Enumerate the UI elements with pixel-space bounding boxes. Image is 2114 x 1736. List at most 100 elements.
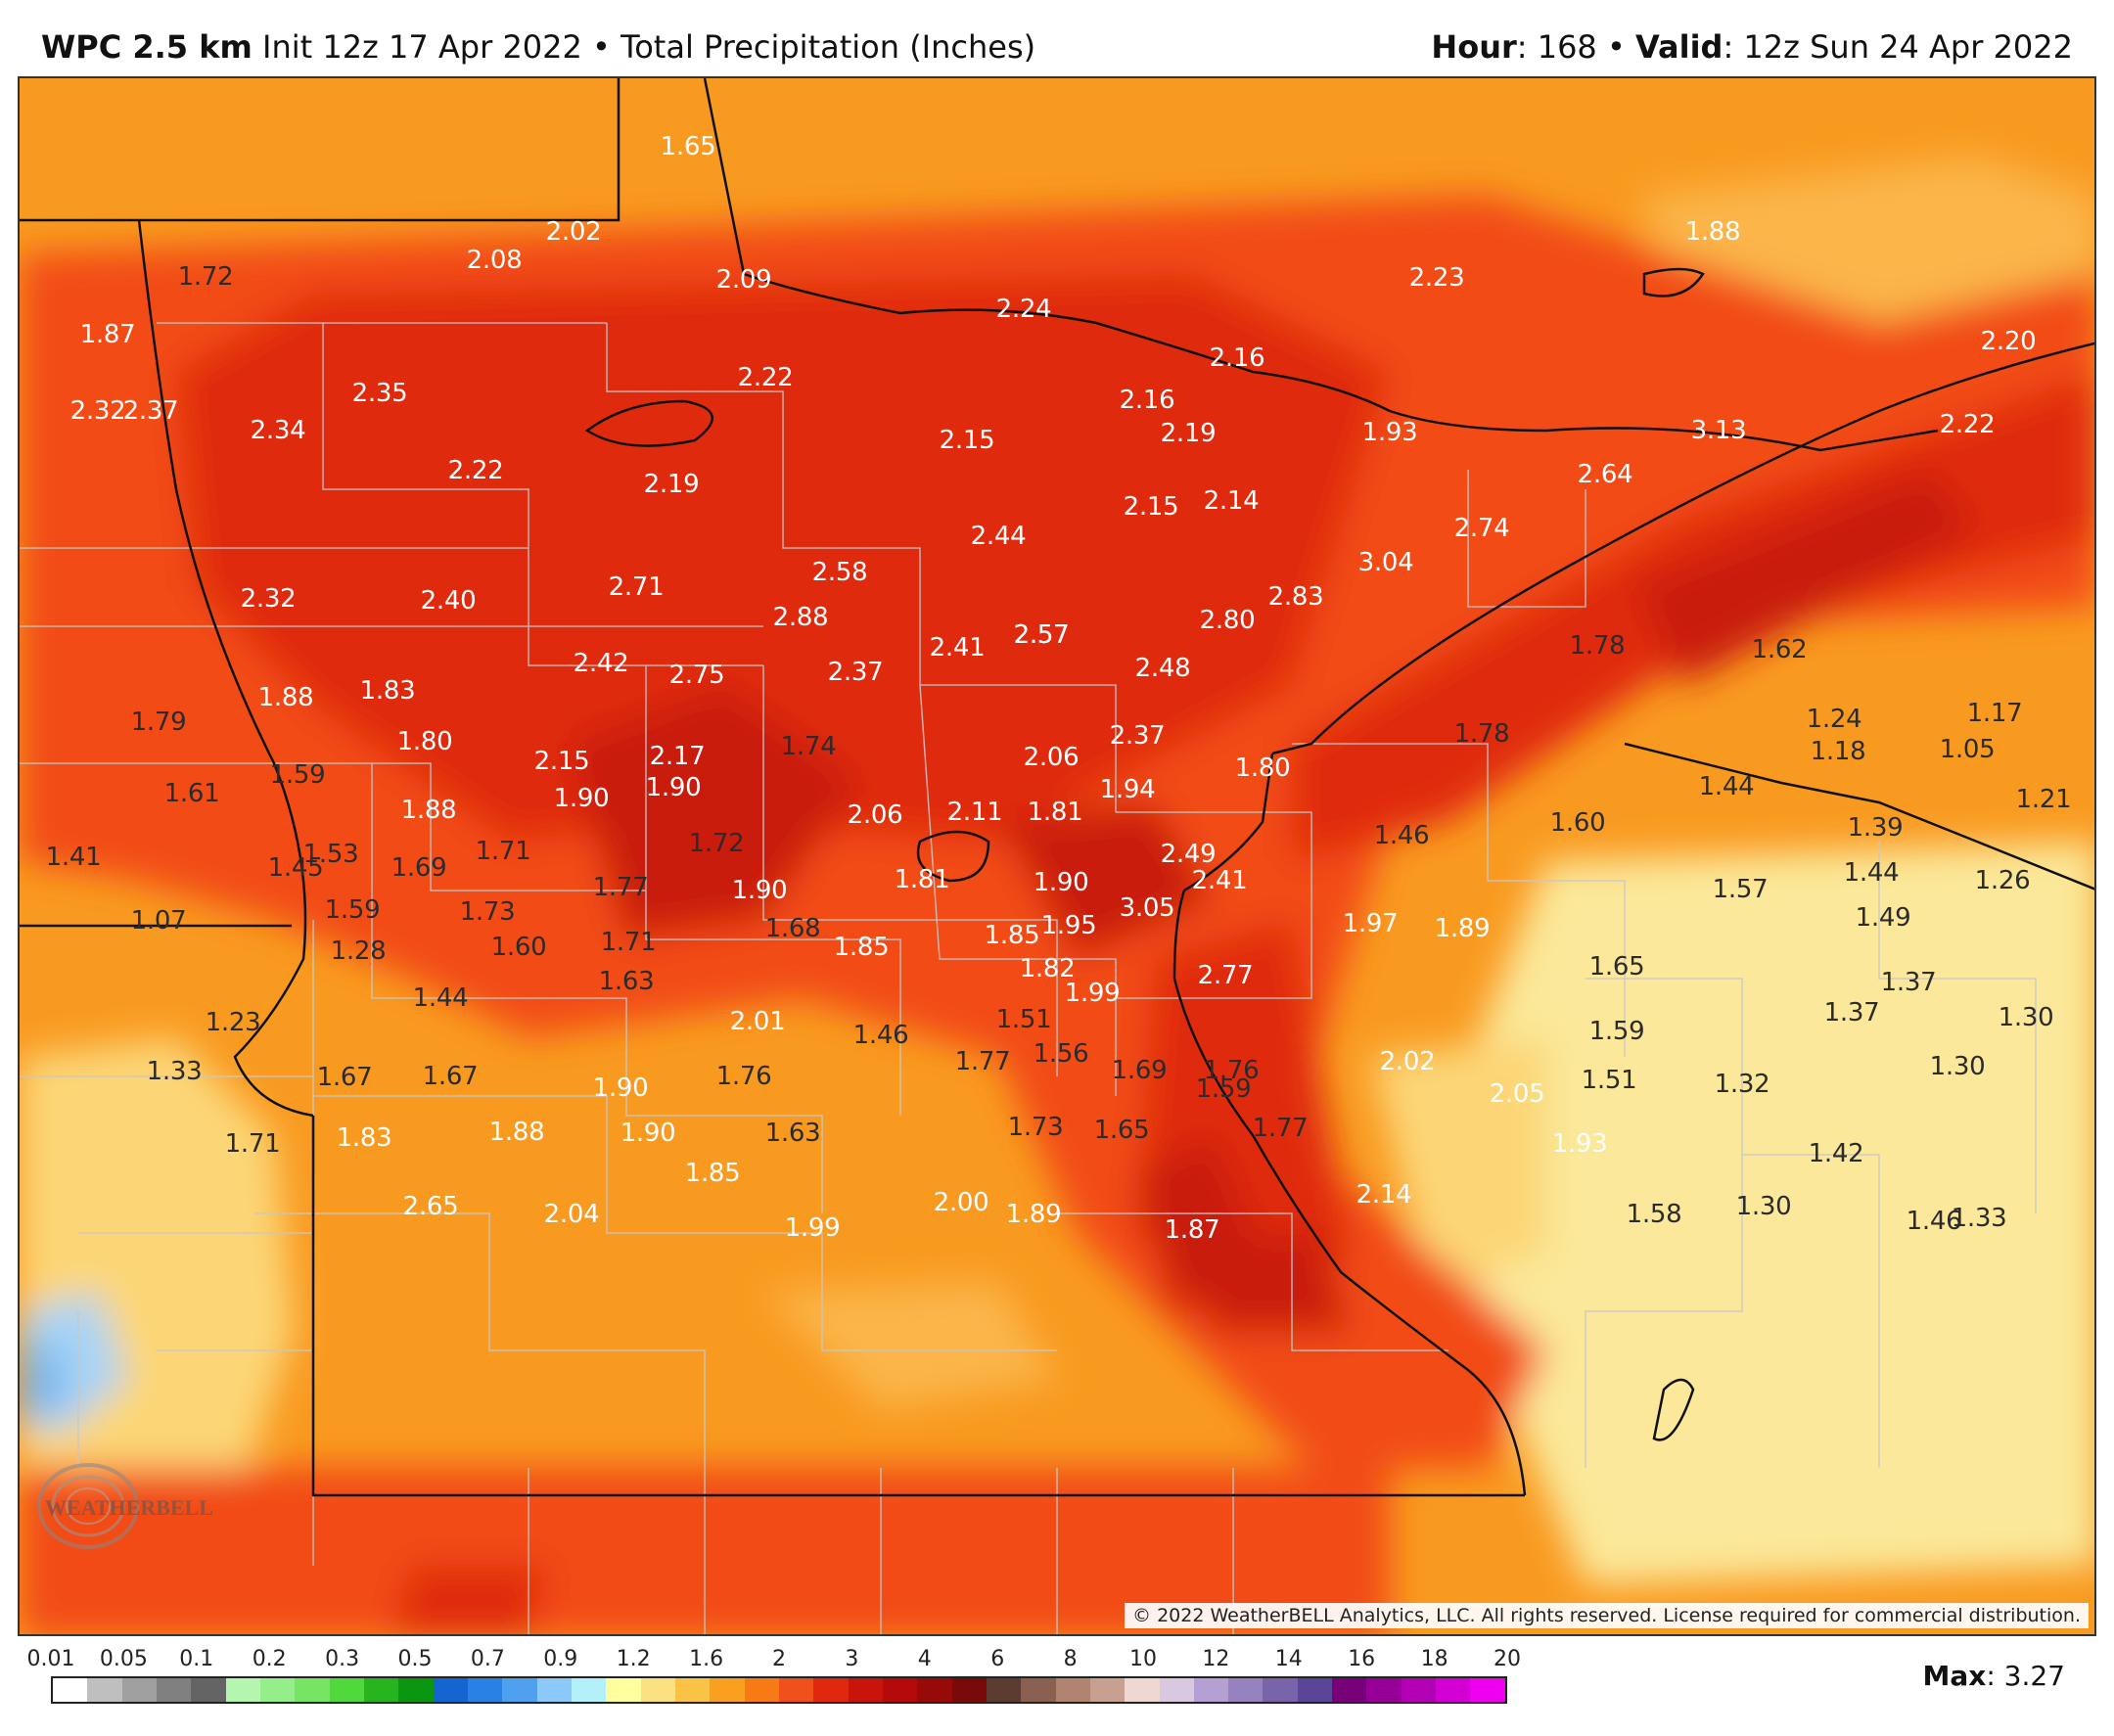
precip-value-label: 2.57 (1013, 620, 1070, 650)
precip-value-label: 3.04 (1357, 548, 1414, 577)
precip-value-label: 1.46 (1906, 1207, 1962, 1236)
precip-value-label: 3.05 (1119, 893, 1175, 923)
legend-swatch (813, 1678, 849, 1702)
precip-value-label: 1.32 (1714, 1070, 1770, 1099)
precip-value-label: 1.30 (1998, 1003, 2054, 1032)
precip-value-label: 1.74 (780, 732, 837, 761)
precip-value-label: 2.40 (420, 586, 477, 616)
legend-swatch (398, 1678, 434, 1702)
valid-label: Valid (1635, 28, 1723, 66)
precip-value-label: 1.88 (1684, 217, 1741, 247)
legend-swatch (1297, 1678, 1333, 1702)
precip-value-label: 1.99 (1064, 979, 1121, 1008)
legend-swatch (1193, 1678, 1229, 1702)
precip-value-label: 2.17 (649, 742, 706, 771)
precip-value-label: 2.71 (608, 572, 665, 602)
legend-tick-label: 14 (1274, 1647, 1303, 1671)
precip-value-label: 1.23 (205, 1008, 261, 1037)
precip-value-label: 2.09 (715, 265, 772, 295)
legend-tick-label: 8 (1063, 1647, 1078, 1671)
header-left: WPC 2.5 km Init 12z 17 Apr 2022 • Total … (41, 25, 1035, 69)
legend-tick-label: 0.7 (470, 1647, 505, 1671)
precip-value-label: 1.56 (1033, 1039, 1089, 1069)
precip-value-label: 1.90 (553, 784, 610, 813)
precip-value-label: 2.32 (69, 396, 126, 426)
precip-value-label: 2.49 (1160, 840, 1217, 869)
legend-swatch (917, 1678, 952, 1702)
precip-value-label: 1.44 (412, 983, 469, 1013)
legend-tick-label: 1.2 (616, 1647, 651, 1671)
precip-value-label: 2.06 (1023, 743, 1080, 772)
legend-swatch (848, 1678, 883, 1702)
precip-value-label: 2.15 (533, 747, 590, 776)
precip-value-label: 1.83 (359, 676, 416, 706)
precip-value-label: 2.06 (847, 800, 903, 830)
legend-tick-label: 18 (1420, 1647, 1448, 1671)
precip-field (20, 78, 2094, 1634)
header-bullet: • (592, 28, 611, 66)
precip-value-label: 2.41 (1191, 866, 1248, 895)
precip-value-label: 2.23 (1408, 263, 1465, 293)
precip-value-label: 2.57 (1013, 620, 1070, 650)
precip-value-label: 2.64 (1577, 460, 1633, 489)
precip-value-label: 2.44 (970, 522, 1027, 551)
precip-value-label: 2.37 (122, 396, 179, 426)
precip-value-label: 1.83 (336, 1123, 392, 1153)
precip-value-label: 1.51 (1581, 1066, 1637, 1095)
precip-value-label: 1.93 (1361, 418, 1418, 447)
precip-value-label: 1.62 (1751, 635, 1808, 664)
legend-swatch (259, 1678, 296, 1702)
precip-value-label: 1.59 (324, 895, 381, 925)
precip-value-label: 1.78 (1569, 631, 1626, 661)
legend-swatch (571, 1678, 607, 1702)
legend-tick-label: 0.3 (325, 1647, 360, 1671)
legend-swatch (87, 1678, 122, 1702)
precip-value-label: 1.05 (1939, 735, 1996, 764)
precip-value-label: 1.85 (684, 1159, 741, 1188)
precip-value-label: 1.99 (784, 1213, 841, 1243)
precip-value-label: 2.15 (1123, 492, 1179, 522)
precip-value-label: 2.77 (1197, 961, 1254, 990)
init-time: Init 12z 17 Apr 2022 (262, 28, 582, 66)
legend-swatch (53, 1678, 88, 1702)
precip-value-label: 1.67 (422, 1062, 479, 1091)
precip-value-label: 1.07 (130, 906, 187, 936)
header-right: Hour: 168 • Valid: 12z Sun 24 Apr 2022 (1431, 25, 2073, 69)
precip-value-label: 2.14 (1203, 486, 1260, 516)
precip-value-label: 1.90 (731, 876, 788, 905)
legend-tick-label: 6 (990, 1647, 1005, 1671)
precip-value-label: 1.44 (1698, 772, 1755, 801)
header-bullet-2: • (1606, 28, 1626, 66)
precip-value-label: 2.22 (447, 456, 504, 485)
precip-value-label: 1.90 (645, 773, 702, 802)
precip-value-label: 2.08 (466, 246, 523, 275)
precip-value-label: 2.22 (737, 363, 794, 392)
precip-value-label: 1.90 (592, 1074, 649, 1103)
precip-value-label: 1.79 (130, 708, 187, 737)
precip-value-label: 2.02 (545, 217, 602, 247)
legend-swatch (606, 1678, 641, 1702)
legend-swatch (433, 1678, 468, 1702)
precip-value-label: 1.97 (1342, 909, 1399, 938)
precipitation-map[interactable]: 1.65 2.02 1.72 2.08 2.09 2.24 1.88 2.23 1.87 2.22… (18, 76, 2096, 1636)
precip-value-label: 1.46 (852, 1021, 909, 1050)
precip-value-label: 1.58 (1626, 1200, 1682, 1229)
legend-swatch (536, 1678, 572, 1702)
precip-value-label: 2.16 (1209, 343, 1265, 373)
precip-value-label: 1.39 (1847, 813, 1904, 843)
precip-value-label: 1.78 (1453, 719, 1510, 749)
precip-value-label: 1.59 (1195, 1074, 1252, 1104)
precip-value-label: 1.65 (1588, 952, 1645, 982)
precip-value-label: 2.35 (351, 379, 408, 408)
logo-text: WEATHERBELL (45, 1495, 213, 1520)
product-name: Total Precipitation (Inches) (620, 28, 1036, 66)
valid-value: : 12z Sun 24 Apr 2022 (1723, 28, 2073, 66)
max-number: : 3.27 (1986, 1660, 2065, 1692)
legend-swatch (1055, 1678, 1090, 1702)
legend-swatch (1436, 1678, 1471, 1702)
precip-value-label: 2.14 (1356, 1180, 1412, 1210)
legend-tick-label: 0.2 (252, 1647, 287, 1671)
precip-value-label: 1.26 (1974, 866, 2031, 895)
legend-tick-label: 12 (1202, 1647, 1230, 1671)
precip-value-label: 1.65 (660, 132, 716, 161)
